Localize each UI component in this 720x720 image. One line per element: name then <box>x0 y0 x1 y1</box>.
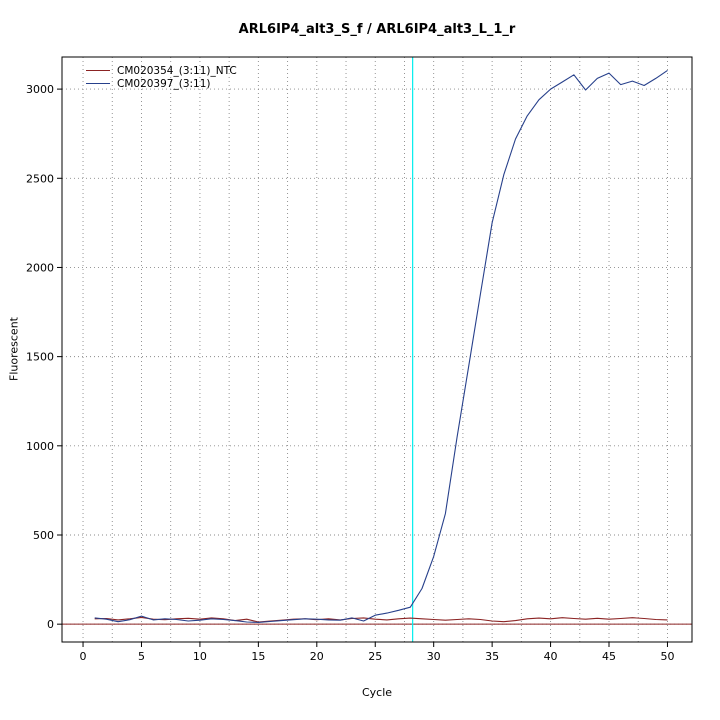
x-axis-ticks: 0 5 10 15 20 25 30 35 40 45 50 <box>80 642 674 663</box>
y-axis-ticks: 0 500 1000 1500 2000 2500 3000 <box>26 83 62 631</box>
y-tick-label: 1500 <box>26 351 54 364</box>
chart-legend: CM020354_(3:11)_NTC CM020397_(3:11) <box>86 64 237 90</box>
x-axis-label: Cycle <box>361 686 393 699</box>
x-tick-label: 40 <box>544 650 558 663</box>
legend-line-swatch-ntc <box>86 70 110 71</box>
x-tick-label: 30 <box>427 650 441 663</box>
x-tick-label: 15 <box>251 650 265 663</box>
x-tick-label: 10 <box>193 650 207 663</box>
chart-title: ARL6IP4_alt3_S_f / ARL6IP4_alt3_L_1_r <box>238 22 516 37</box>
y-tick-label: 2500 <box>26 172 54 185</box>
x-tick-label: 45 <box>602 650 616 663</box>
y-tick-label: 500 <box>33 529 54 542</box>
y-tick-label: 1000 <box>26 440 54 453</box>
x-tick-label: 5 <box>138 650 145 663</box>
legend-item-sample: CM020397_(3:11) <box>86 77 237 90</box>
legend-line-swatch-sample <box>86 83 110 84</box>
legend-label-ntc: CM020354_(3:11)_NTC <box>117 64 237 77</box>
x-tick-label: 50 <box>660 650 674 663</box>
y-axis-label: Fluorescent <box>7 317 21 381</box>
plot-border <box>61 56 693 643</box>
legend-label-sample: CM020397_(3:11) <box>117 77 211 90</box>
legend-item-ntc: CM020354_(3:11)_NTC <box>86 64 237 77</box>
y-tick-label: 0 <box>47 618 54 631</box>
y-tick-label: 3000 <box>26 83 54 96</box>
series-line-1 <box>94 69 668 623</box>
gridlines <box>62 57 692 642</box>
series-line-0 <box>94 616 668 623</box>
y-tick-label: 2000 <box>26 261 54 274</box>
x-tick-label: 0 <box>80 650 87 663</box>
x-tick-label: 35 <box>485 650 499 663</box>
x-tick-label: 20 <box>310 650 324 663</box>
x-tick-label: 25 <box>368 650 382 663</box>
